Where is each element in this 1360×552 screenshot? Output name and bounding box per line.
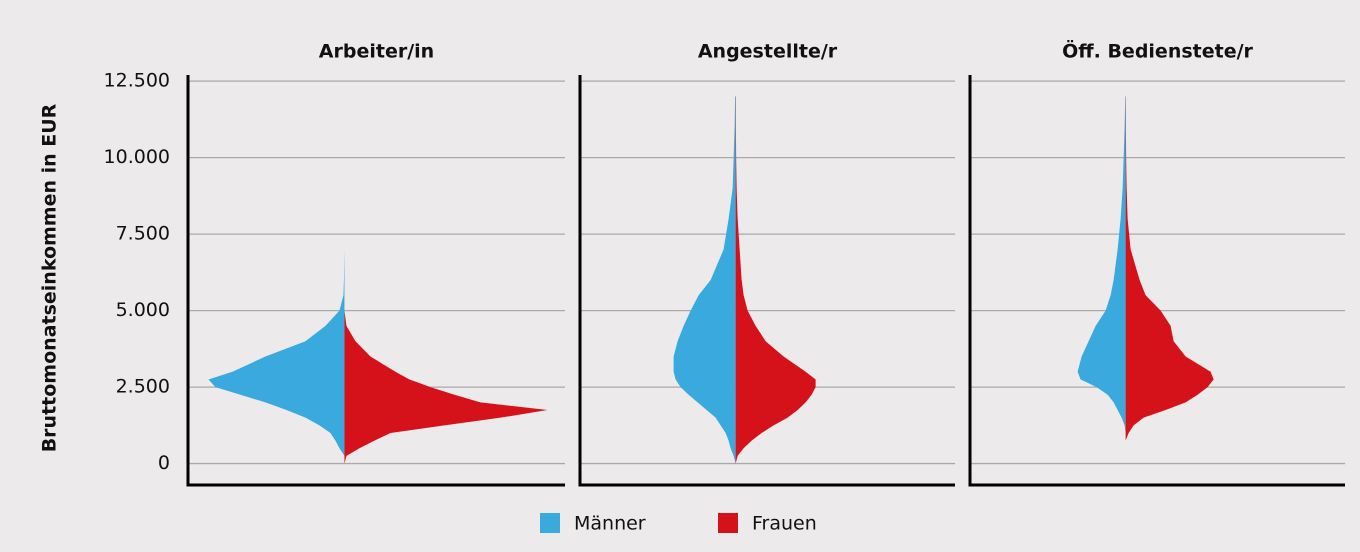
- legend-swatch: [718, 513, 738, 533]
- y-tick-label: 10.000: [104, 146, 170, 168]
- legend-label: Frauen: [752, 513, 817, 535]
- y-tick-label: 0: [158, 452, 170, 474]
- panel-title: Angestellte/r: [698, 41, 838, 63]
- panel-title: Öff. Bedienstete/r: [1062, 39, 1253, 63]
- legend-label: Männer: [574, 513, 646, 535]
- panel-title: Arbeiter/in: [319, 41, 434, 63]
- y-tick-label: 12.500: [104, 70, 170, 92]
- legend-swatch: [540, 513, 560, 533]
- violin-half: [344, 96, 548, 464]
- violin-half: [673, 96, 736, 464]
- y-tick-label: 7.500: [116, 223, 170, 245]
- y-tick-label: 2.500: [116, 376, 170, 398]
- y-tick-label: 5.000: [116, 299, 170, 321]
- y-axis-label: Bruttomonatseinkommen in EUR: [39, 103, 61, 452]
- violin-half: [735, 96, 816, 464]
- violin-half: [208, 96, 345, 464]
- violin-half: [1125, 96, 1214, 464]
- violin-half: [1077, 96, 1126, 464]
